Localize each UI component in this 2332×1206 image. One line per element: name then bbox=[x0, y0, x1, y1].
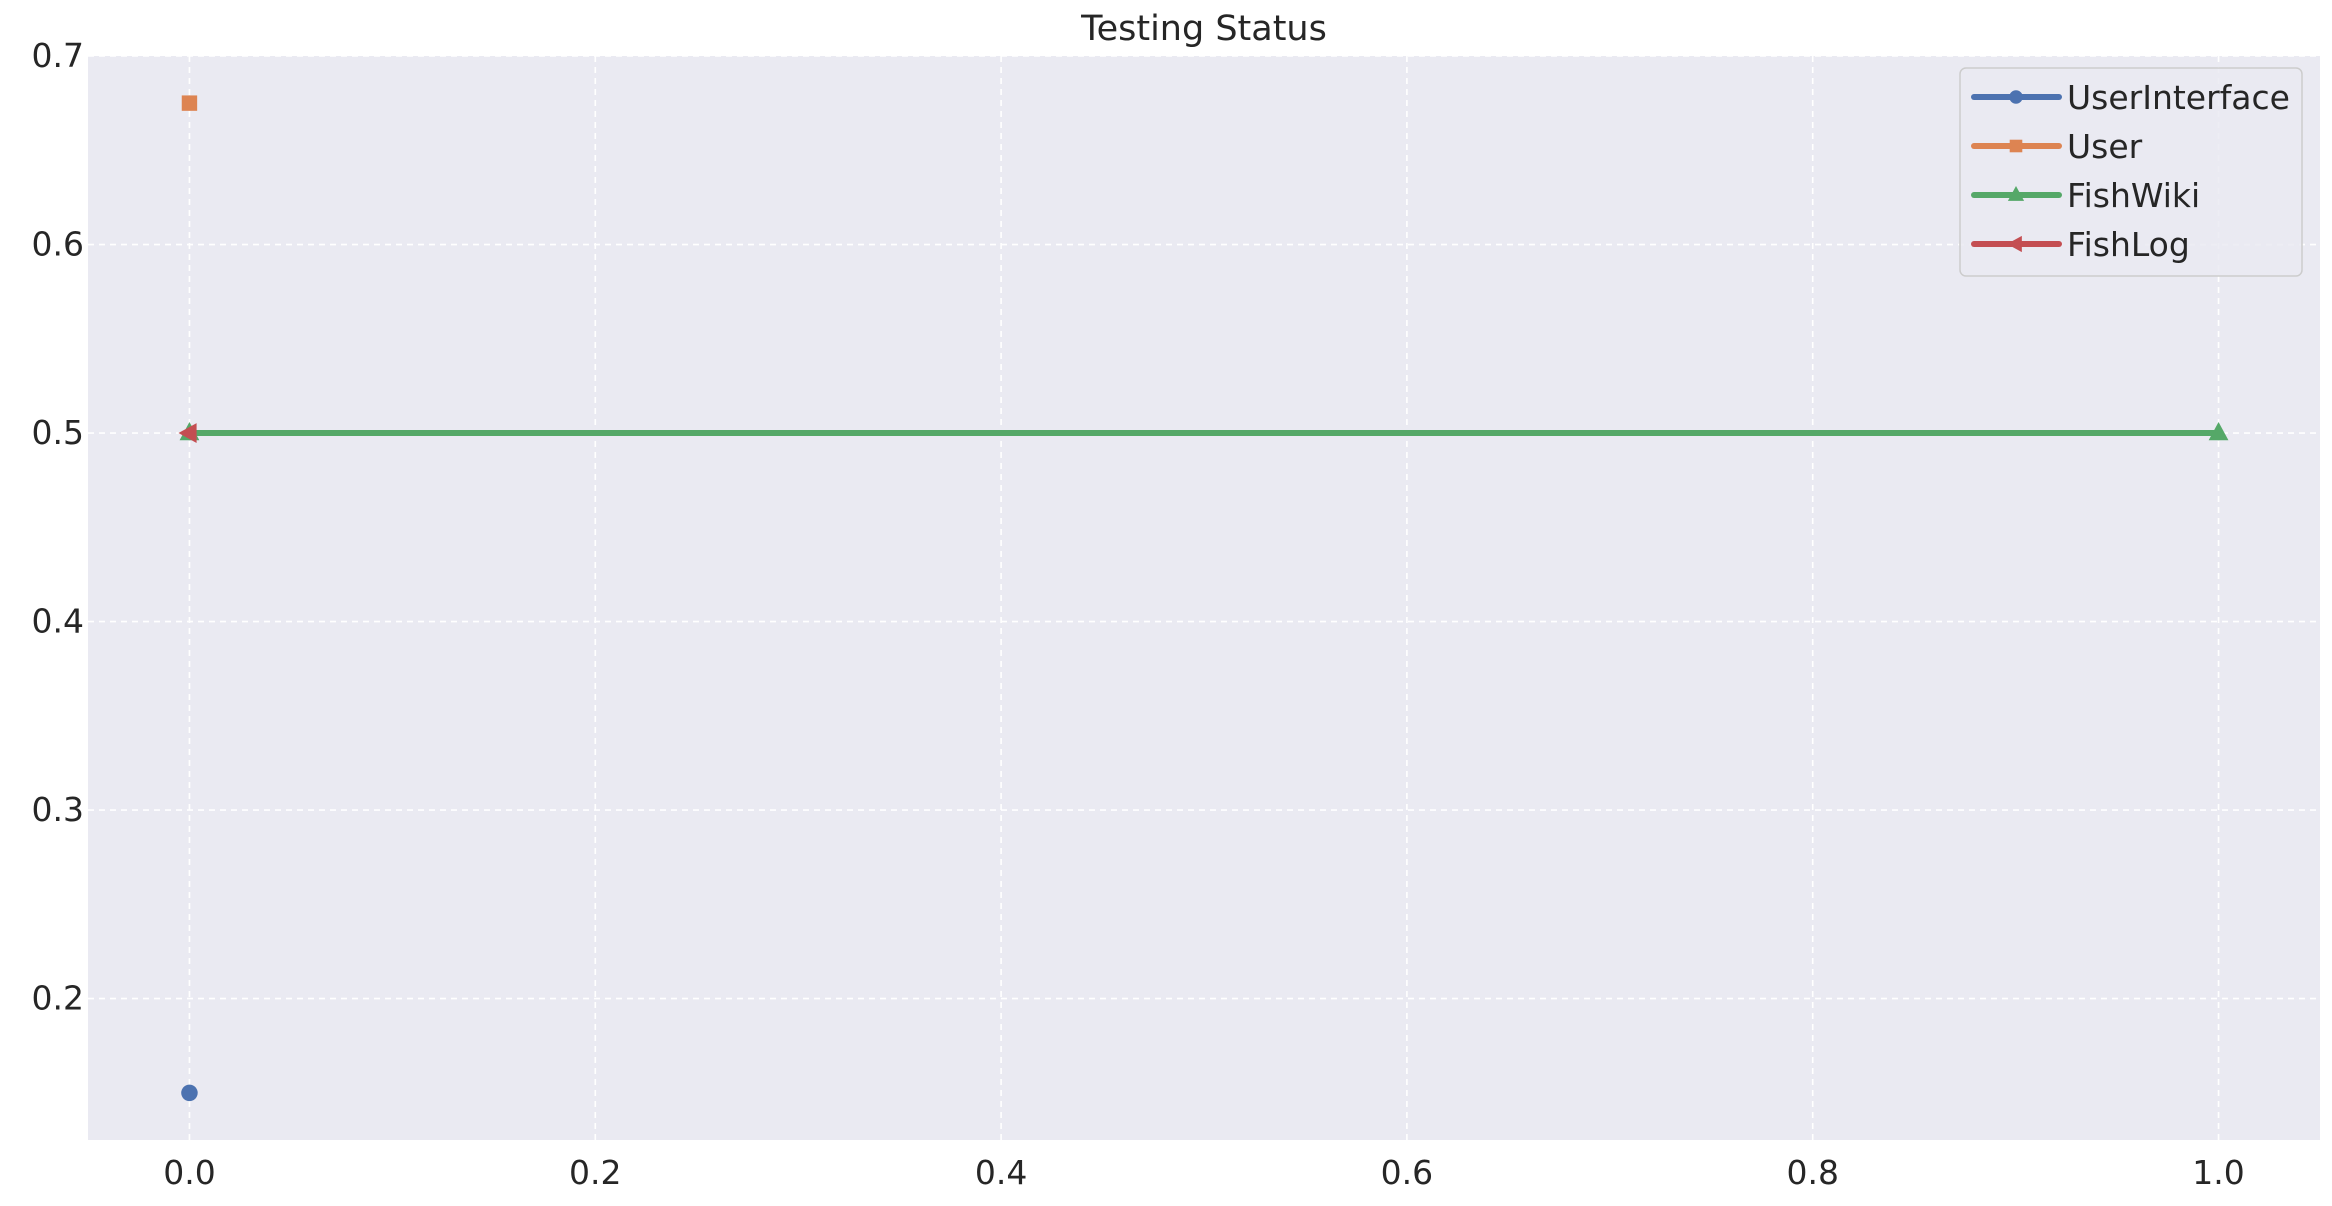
y-tick-label: 0.5 bbox=[32, 413, 84, 452]
x-tick-label: 0.8 bbox=[1786, 1153, 1838, 1192]
axis-ticks: 0.0 0.2 0.4 0.6 0.8 1.0 0.2 0.3 0.4 0.5 0.6 0.7 bbox=[32, 36, 2245, 1192]
legend-marker-fishlog bbox=[2007, 235, 2022, 253]
legend-marker-user bbox=[2009, 139, 2023, 153]
legend-marker-fishwiki bbox=[2007, 186, 2025, 201]
chart-title: Testing Status bbox=[1080, 9, 1327, 49]
x-tick-label: 1.0 bbox=[2192, 1153, 2244, 1192]
y-tick-label: 0.6 bbox=[32, 225, 84, 264]
legend-item-userinterface[interactable]: UserInterface bbox=[1971, 78, 2290, 117]
plot-area bbox=[88, 56, 2320, 1140]
y-tick-label: 0.3 bbox=[32, 790, 84, 829]
legend-item-fishlog[interactable]: FishLog bbox=[1971, 225, 2190, 264]
legend-box bbox=[1959, 67, 2303, 277]
x-tick-label: 0.6 bbox=[1381, 1153, 1433, 1192]
series-fishlog bbox=[178, 423, 197, 443]
x-tick-label: 0.4 bbox=[975, 1153, 1027, 1192]
legend-marker-userinterface bbox=[2009, 90, 2023, 104]
data-point-fishlog bbox=[178, 423, 197, 443]
series-userinterface bbox=[181, 1084, 198, 1102]
x-tick-label: 0.0 bbox=[163, 1153, 215, 1192]
data-point-userinterface bbox=[181, 1084, 198, 1102]
series-layer bbox=[178, 95, 2229, 1102]
legend-label-fishwiki: FishWiki bbox=[2067, 176, 2200, 215]
data-point-user bbox=[181, 95, 198, 111]
legend-label-user: User bbox=[2067, 127, 2143, 166]
y-tick-label: 0.7 bbox=[32, 36, 84, 75]
x-tick-label: 0.2 bbox=[569, 1153, 621, 1192]
legend-label-fishlog: FishLog bbox=[2067, 225, 2190, 264]
legend-label-userinterface: UserInterface bbox=[2067, 78, 2290, 117]
y-tick-label: 0.2 bbox=[32, 979, 84, 1018]
legend-item-user[interactable]: User bbox=[1971, 127, 2143, 166]
data-point-fishwiki bbox=[2208, 422, 2229, 441]
legend[interactable]: UserInterface User FishWiki FishLog bbox=[1959, 67, 2303, 277]
legend-item-fishwiki[interactable]: FishWiki bbox=[1971, 176, 2200, 215]
y-tick-label: 0.4 bbox=[32, 602, 84, 641]
series-user bbox=[181, 95, 198, 111]
